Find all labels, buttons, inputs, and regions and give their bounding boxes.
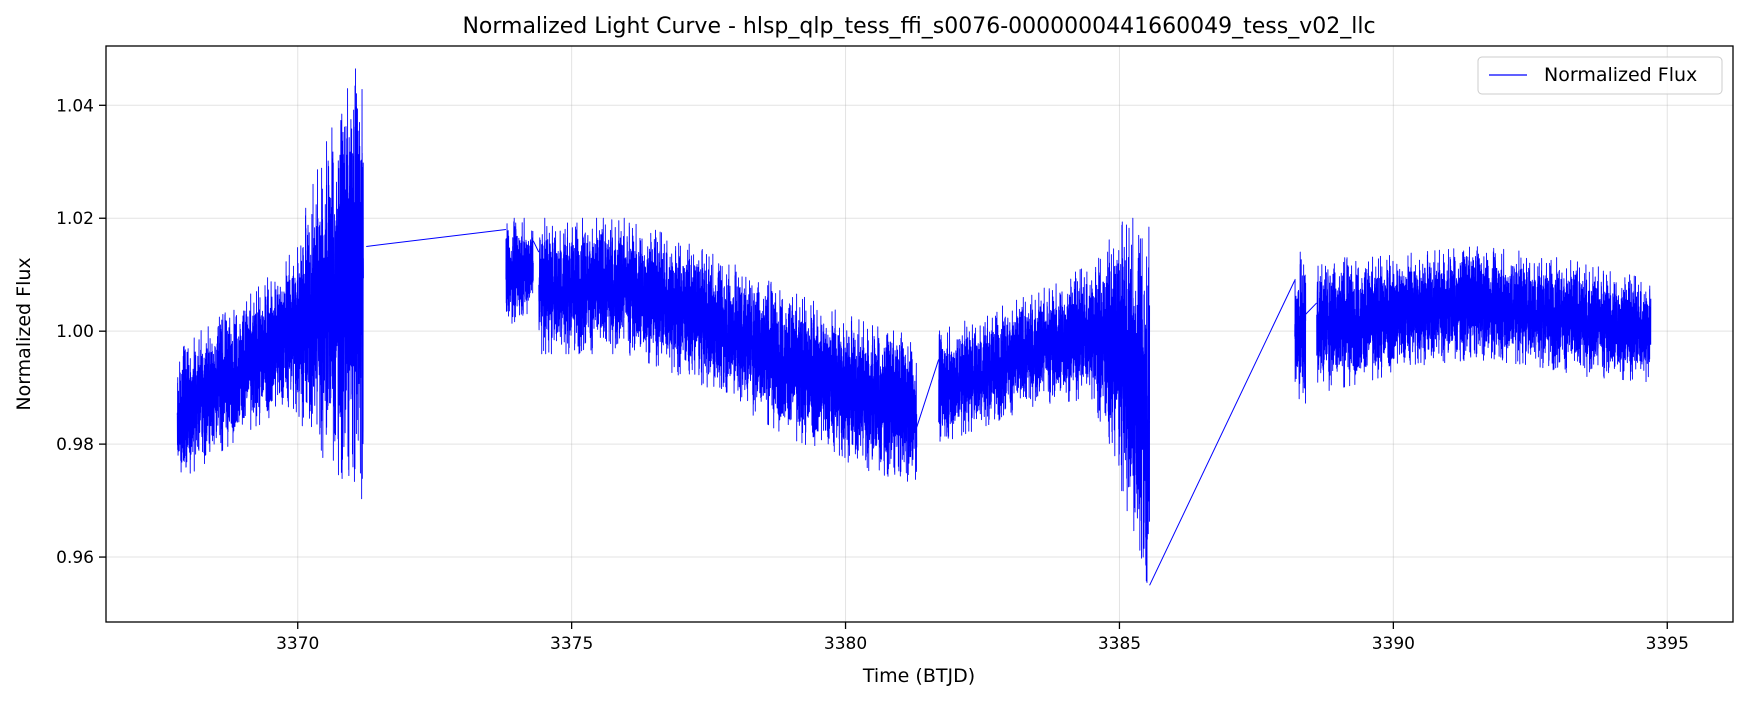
legend-label: Normalized Flux bbox=[1544, 64, 1697, 86]
y-tick-label: 0.96 bbox=[56, 548, 94, 568]
x-tick-label: 3375 bbox=[550, 634, 593, 654]
x-tick-label: 3390 bbox=[1372, 634, 1415, 654]
gap-connector-4 bbox=[1149, 280, 1296, 586]
gap-connector-2 bbox=[532, 240, 540, 253]
y-tick-label: 1.04 bbox=[56, 96, 94, 116]
x-tick-label: 3380 bbox=[824, 634, 867, 654]
flux-segment-2 bbox=[505, 217, 534, 324]
gap-connector-1 bbox=[366, 229, 506, 247]
flux-segment-3 bbox=[538, 217, 918, 482]
x-tick-label: 3370 bbox=[276, 634, 319, 654]
y-tick-label: 1.02 bbox=[56, 209, 94, 229]
flux-segment-5 bbox=[1294, 251, 1307, 404]
y-tick-label: 0.98 bbox=[56, 435, 94, 455]
flux-segment-1 bbox=[176, 68, 364, 500]
axis-ticks: 3370 3375 3380 3385 3390 3395 0.96 0.98 1.00 1.02… bbox=[56, 96, 1689, 654]
x-tick-label: 3395 bbox=[1646, 634, 1689, 654]
y-axis-label: Normalized Flux bbox=[13, 257, 35, 410]
plot-frame bbox=[105, 45, 1734, 623]
series-normalized-flux bbox=[176, 68, 1652, 586]
x-tick-label: 3385 bbox=[1098, 634, 1141, 654]
legend: Normalized Flux bbox=[1477, 56, 1723, 95]
legend-box bbox=[1477, 56, 1723, 95]
chart-title: Normalized Light Curve - hlsp_qlp_tess_f… bbox=[462, 14, 1375, 39]
flux-segment-6 bbox=[1316, 246, 1652, 391]
gap-connector-5 bbox=[1305, 302, 1318, 315]
gap-connector-3 bbox=[916, 359, 940, 428]
flux-segment-4 bbox=[938, 217, 1151, 583]
x-axis-label: Time (BTJD) bbox=[862, 665, 975, 687]
y-tick-label: 1.00 bbox=[56, 322, 94, 342]
